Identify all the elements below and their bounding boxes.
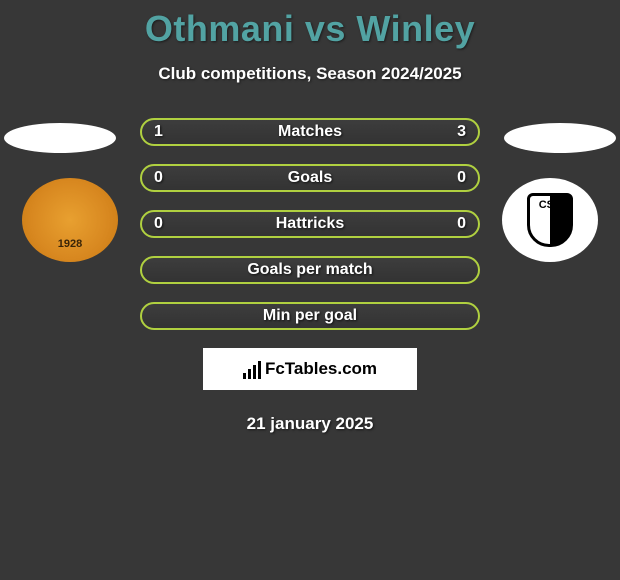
date-text: 21 january 2025	[140, 414, 480, 434]
css-shield-icon: CSS	[527, 193, 573, 247]
club-logo-left	[22, 178, 118, 262]
player-photo-right	[504, 123, 616, 153]
stat-value-left: 1	[154, 123, 163, 141]
stat-value-left: 0	[154, 169, 163, 187]
stat-value-right: 0	[457, 215, 466, 233]
branding-badge: FcTables.com	[203, 348, 417, 390]
stat-label: Goals per match	[247, 261, 372, 279]
stat-label: Min per goal	[263, 307, 357, 325]
stat-value-right: 3	[457, 123, 466, 141]
stat-value-left: 0	[154, 215, 163, 233]
branding-bars-icon	[243, 359, 261, 379]
stat-label: Goals	[288, 169, 332, 187]
stat-row-hattricks: 0 Hattricks 0	[140, 210, 480, 238]
page-title: Othmani vs Winley	[0, 0, 620, 50]
stats-area: 1 Matches 3 0 Goals 0 0 Hattricks 0 Goal…	[140, 118, 480, 434]
stat-label: Matches	[278, 123, 342, 141]
stat-row-min-per-goal: Min per goal	[140, 302, 480, 330]
branding-text: FcTables.com	[265, 359, 377, 379]
stat-label: Hattricks	[276, 215, 344, 233]
stat-row-matches: 1 Matches 3	[140, 118, 480, 146]
stat-row-goals-per-match: Goals per match	[140, 256, 480, 284]
player-photo-left	[4, 123, 116, 153]
subtitle: Club competitions, Season 2024/2025	[0, 64, 620, 84]
stat-value-right: 0	[457, 169, 466, 187]
stat-row-goals: 0 Goals 0	[140, 164, 480, 192]
club-logo-right: CSS	[502, 178, 598, 262]
